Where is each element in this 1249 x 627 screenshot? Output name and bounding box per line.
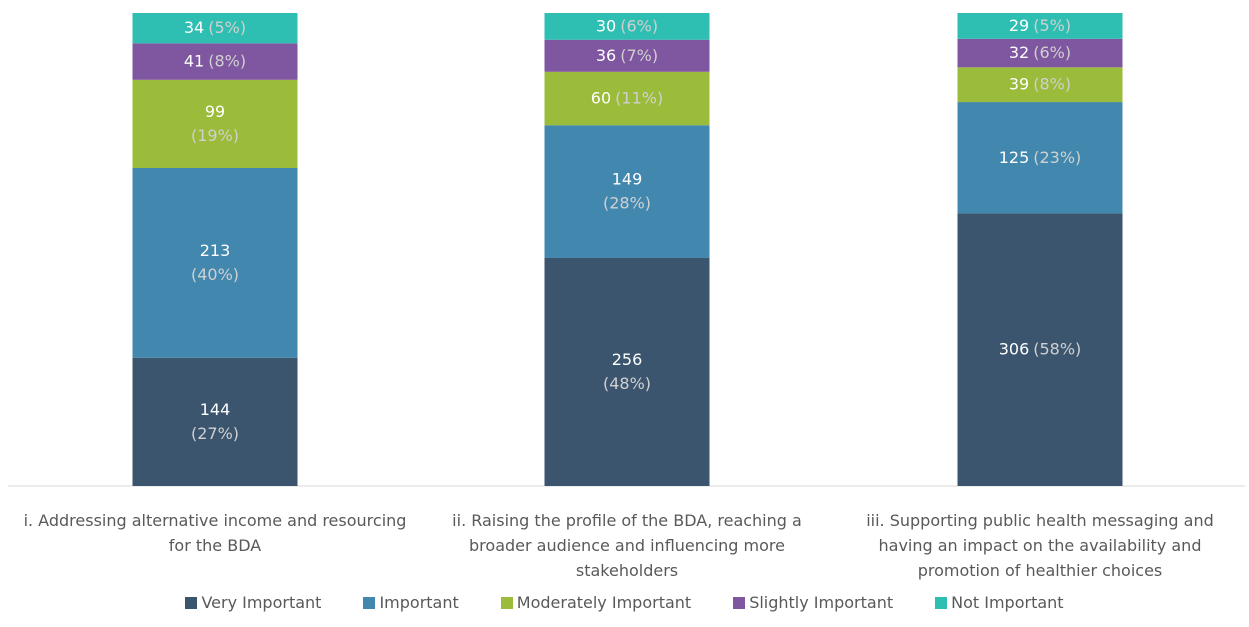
value-label: 306 [999,339,1030,358]
share-label: (58%) [1033,339,1081,358]
share-label: (23%) [1033,147,1081,166]
x-tick-label: iii. Supporting public health messaging … [866,511,1214,580]
bar-segment [544,13,710,40]
value-label: 213 [200,240,231,259]
bar-segment [544,39,710,72]
legend-swatch [733,596,746,609]
data-label: 125 (23%) [999,147,1082,166]
data-label: 306 (58%) [999,339,1082,358]
share-label: (6%) [620,16,658,35]
share-label: (48%) [603,373,651,392]
legend-item: Important [363,593,459,612]
value-label: 36 [596,45,616,64]
value-label: 29 [1009,15,1029,34]
bar-segment [957,213,1123,487]
legend-swatch [500,596,513,609]
data-label: 144 (27%) [191,399,239,442]
share-label: (11%) [615,88,663,107]
legend-swatch [935,596,948,609]
bar-segment [544,71,710,126]
data-label: 256 (48%) [603,349,651,392]
legend-label: Very Important [201,593,322,612]
value-label: 30 [596,16,616,35]
share-label: (8%) [1033,74,1071,93]
bar-segment [957,102,1123,214]
value-label: 256 [612,349,643,368]
legend-label: Important [379,593,459,612]
bar-segment [132,43,298,80]
value-label: 149 [612,169,643,188]
bar-segment [132,167,298,358]
data-label: 149 (28%) [603,169,651,212]
value-label: 34 [184,18,204,37]
data-label: 34 (5%) [184,18,246,37]
legend-item: Very Important [185,593,321,612]
data-label: 60 (11%) [591,88,663,107]
data-label: 213 (40%) [191,240,239,283]
share-label: (19%) [191,125,239,144]
legend-swatch [185,596,198,609]
share-label: (40%) [191,264,239,283]
legend-item: Moderately Important [500,593,692,612]
value-label: 41 [184,51,204,70]
bar-segment [132,79,298,168]
legend-label: Moderately Important [516,593,692,612]
legend-label: Not Important [951,593,1064,612]
share-label: (27%) [191,423,239,442]
x-tick-label: ii. Raising the profile of the BDA, reac… [452,511,802,580]
value-label: 99 [205,101,225,120]
share-label: (6%) [1033,43,1071,62]
legend-swatch [363,596,376,609]
data-label: 29 (5%) [1009,15,1071,34]
value-label: 60 [591,88,611,107]
data-label: 39 (8%) [1009,74,1071,93]
legend: Very Important Important Moderately Import… [0,593,1249,612]
bar-segment [957,38,1123,68]
share-label: (28%) [603,193,651,212]
share-label: (8%) [208,51,246,70]
data-label: 99 (19%) [191,101,239,144]
bar-segment [544,125,710,258]
value-label: 39 [1009,74,1029,93]
legend-item: Not Important [935,593,1064,612]
data-label: 30 (6%) [596,16,658,35]
legend-item: Slightly Important [733,593,893,612]
x-tick-label: i. Addressing alternative income and res… [23,511,407,555]
bar-segment [132,357,298,486]
share-label: (5%) [208,18,246,37]
data-label: 36 (7%) [596,45,658,64]
bar-segment [957,67,1123,103]
bar-segment [132,13,298,44]
legend-label: Slightly Important [749,593,894,612]
bar-segment [544,257,710,486]
data-label: 32 (6%) [1009,43,1071,62]
value-label: 144 [200,399,231,418]
share-label: (7%) [620,45,658,64]
share-label: (5%) [1033,15,1071,34]
value-label: 32 [1009,43,1029,62]
data-label: 41 (8%) [184,51,246,70]
bar-segment [957,13,1123,39]
value-label: 125 [999,147,1030,166]
